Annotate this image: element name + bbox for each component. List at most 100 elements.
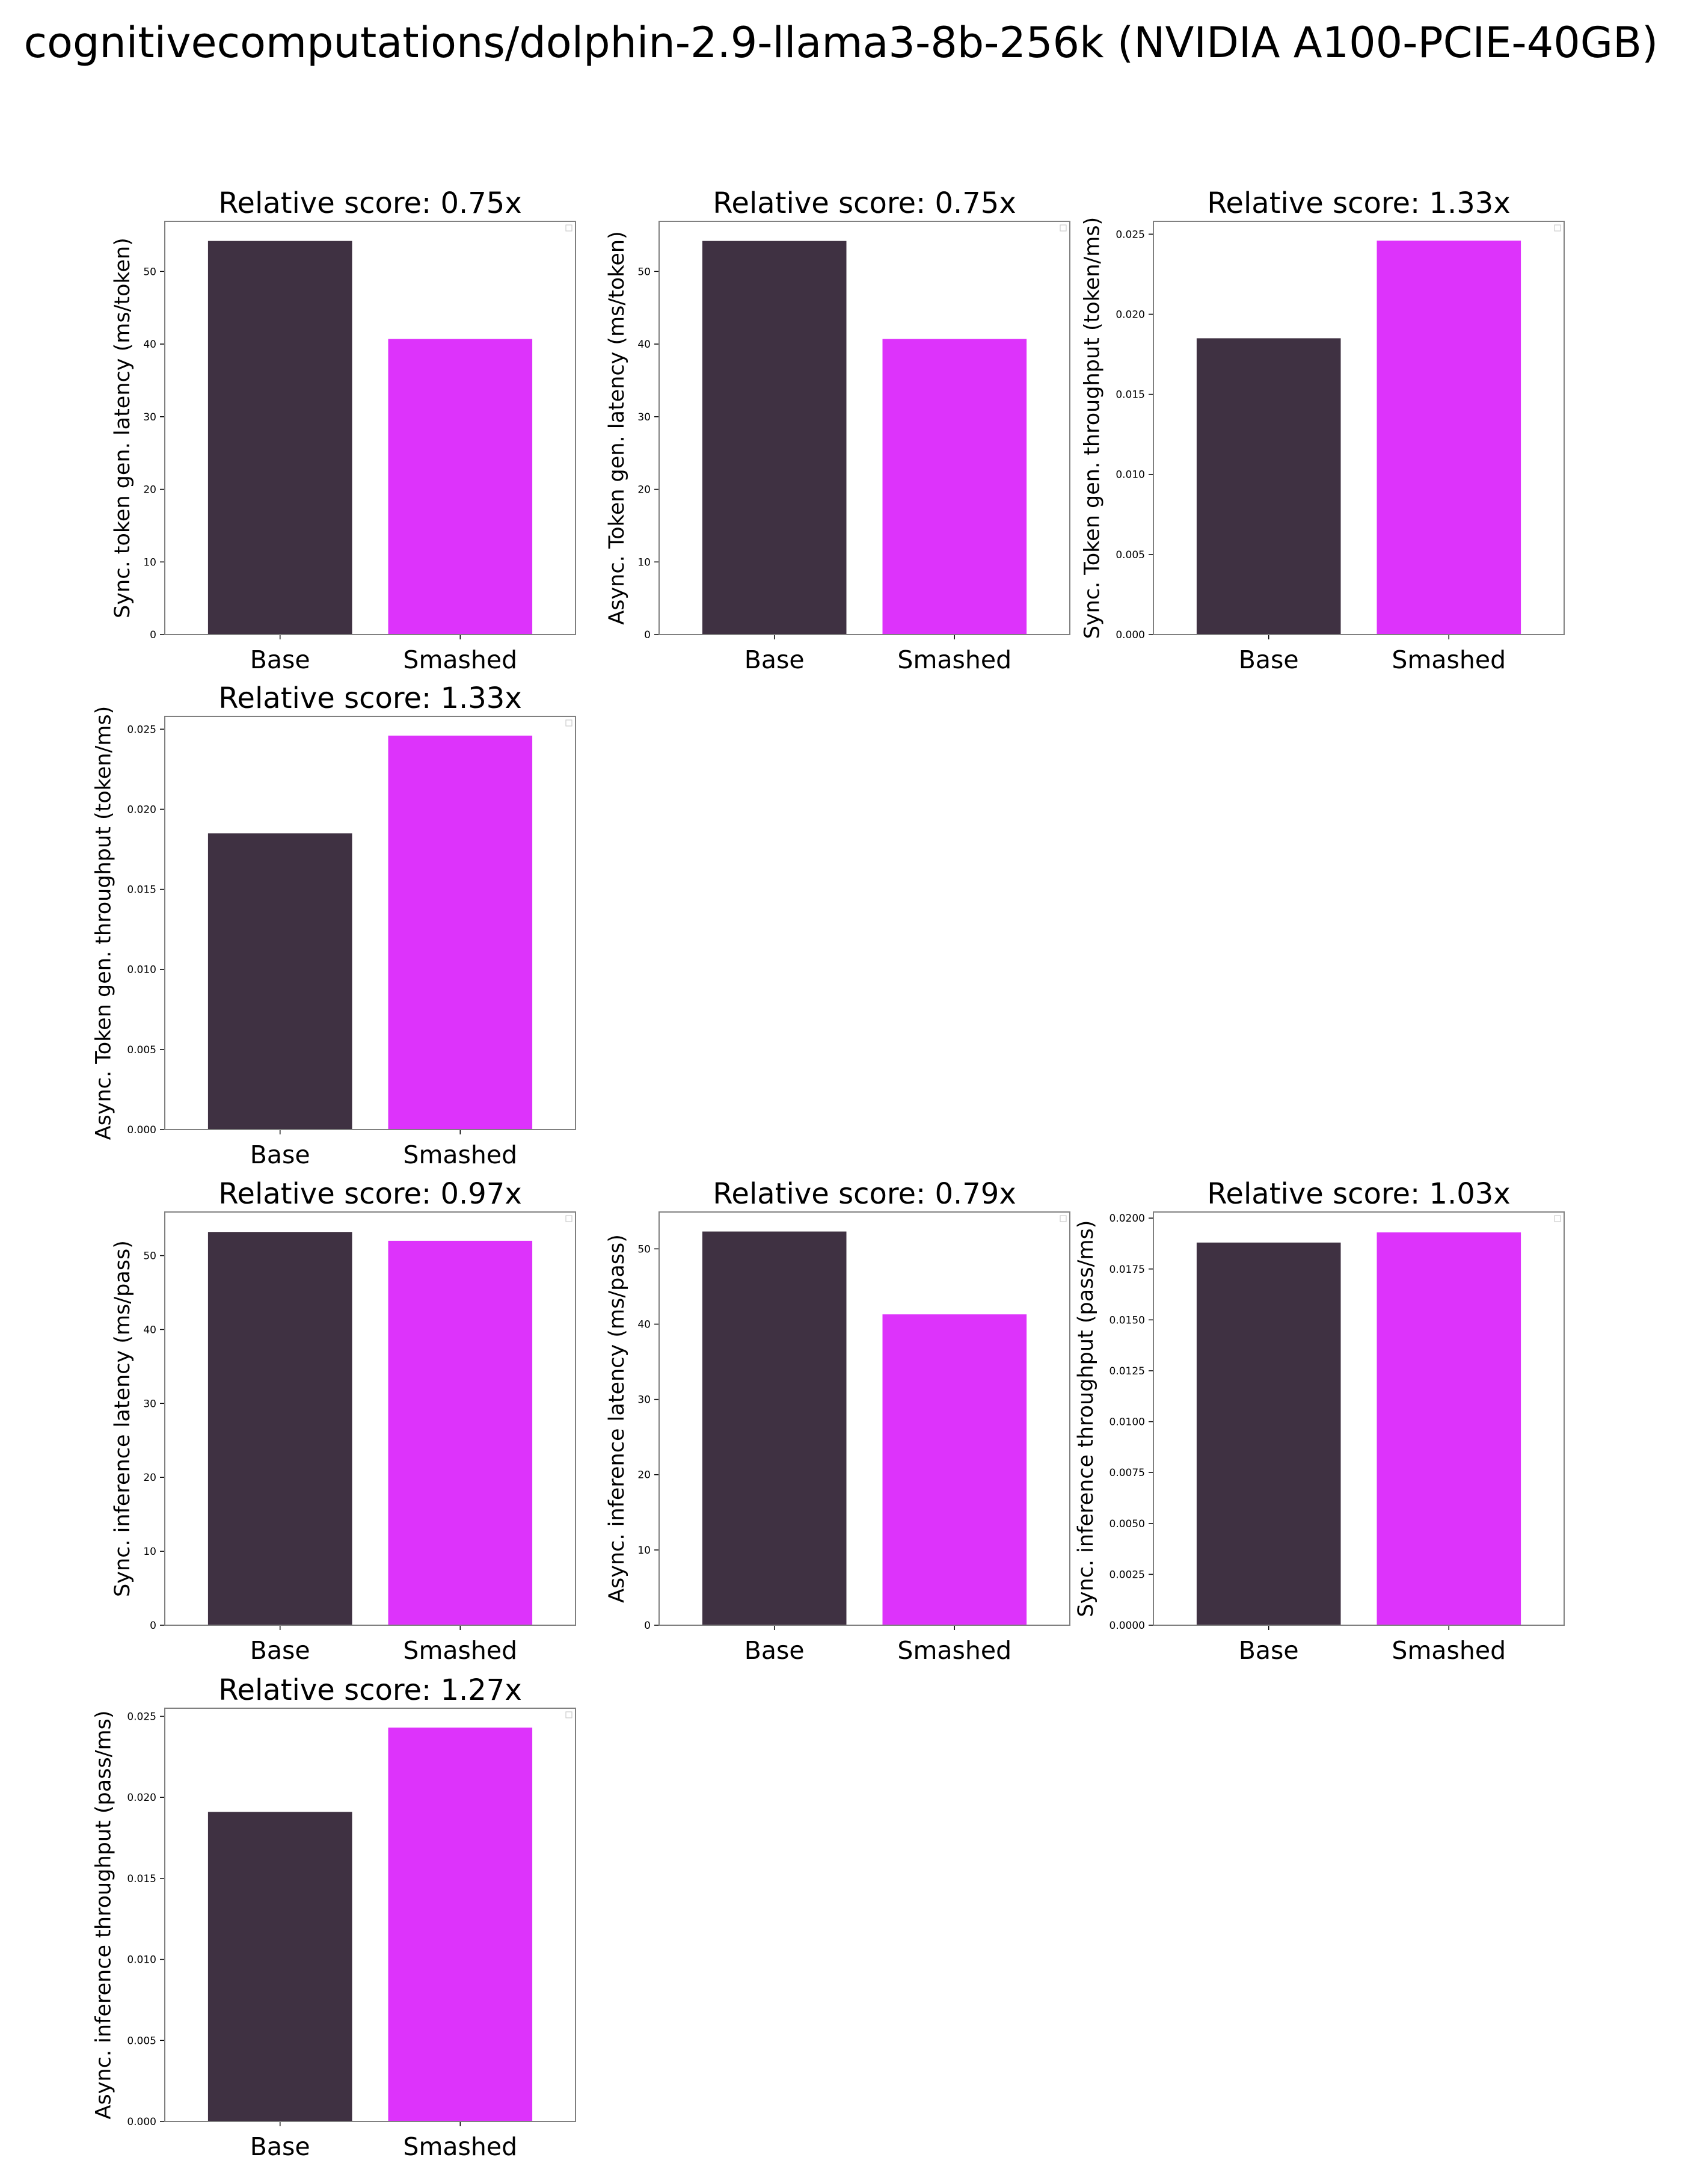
y-tick-label: 10 — [143, 556, 156, 568]
chart-title: Relative score: 0.75x — [713, 186, 1016, 220]
y-tick-label: 20 — [637, 484, 651, 496]
y-tick-label: 0.025 — [1116, 229, 1145, 241]
y-tick-label: 0 — [150, 629, 156, 641]
y-tick-label: 20 — [637, 1469, 651, 1481]
y-tick-label: 0 — [644, 1620, 651, 1632]
legend-box — [565, 1215, 572, 1222]
y-tick-label: 0.025 — [127, 724, 156, 736]
plot-frame — [1153, 1211, 1565, 1626]
y-tick-label: 0.010 — [127, 1954, 156, 1966]
x-tick-label: Base — [250, 1636, 310, 1665]
x-tick-label: Base — [744, 1636, 805, 1665]
x-tick-label: Smashed — [403, 1140, 517, 1169]
y-axis-label: Async. inference throughput (pass/ms) — [92, 1711, 116, 2120]
y-tick-label: 0.000 — [127, 1124, 156, 1136]
bar-base — [207, 833, 352, 1130]
x-tick-label: Base — [1239, 645, 1299, 674]
plot-frame — [1153, 221, 1565, 635]
chart-title: Relative score: 0.79x — [713, 1177, 1016, 1211]
y-tick-label: 40 — [143, 1324, 156, 1336]
legend-box — [565, 719, 572, 727]
y-axis-label: Sync. token gen. latency (ms/token) — [111, 238, 135, 618]
x-tick-label: Smashed — [403, 2132, 517, 2161]
x-tick-label: Smashed — [897, 645, 1011, 674]
chart-panel: Base Smashed 0 10 20 30 40 50 Relative score: 0.… — [605, 1177, 1070, 1665]
y-tick-label: 0.000 — [1116, 629, 1145, 641]
legend-box — [565, 1711, 572, 1718]
x-tick-label: Smashed — [1392, 645, 1506, 674]
x-tick-label: Smashed — [403, 1636, 517, 1665]
y-tick-label: 20 — [143, 484, 156, 496]
y-tick-label: 30 — [637, 1394, 651, 1406]
y-tick-label: 0 — [644, 629, 651, 641]
y-tick-label: 0.025 — [127, 1711, 156, 1723]
chart-title: Relative score: 0.97x — [218, 1177, 522, 1211]
y-tick-label: 0.0150 — [1110, 1314, 1145, 1326]
y-tick-label: 0.015 — [127, 1873, 156, 1885]
y-tick-label: 20 — [143, 1472, 156, 1484]
chart-title: Relative score: 1.33x — [218, 681, 522, 715]
y-axis-label: Async. Token gen. latency (ms/token) — [605, 231, 629, 624]
bar-smashed — [388, 1240, 533, 1625]
bar-base — [702, 1231, 847, 1625]
chart-panel: Base Smashed 0.0000 0.0025 0.0050 0.0075 0.010… — [1074, 1177, 1565, 1665]
x-tick-label: Base — [250, 1140, 310, 1169]
bar-smashed — [388, 736, 533, 1130]
y-axis-label: Sync. inference throughput (pass/ms) — [1074, 1220, 1098, 1617]
bar-base — [207, 1812, 352, 2121]
x-tick-label: Base — [250, 2132, 310, 2161]
plot-frame — [164, 221, 576, 635]
y-tick-label: 0.005 — [1116, 549, 1145, 561]
y-tick-label: 40 — [637, 1318, 651, 1330]
y-tick-label: 0.0050 — [1110, 1518, 1145, 1530]
bar-base — [207, 1232, 352, 1625]
chart-panel: Base Smashed 0.000 0.005 0.010 0.015 0.020 0.02… — [92, 1673, 576, 2161]
y-tick-label: 40 — [143, 339, 156, 351]
y-tick-label: 0.0200 — [1110, 1213, 1145, 1225]
bar-smashed — [1377, 1232, 1521, 1625]
x-tick-label: Base — [744, 645, 805, 674]
chart-title: Relative score: 0.75x — [218, 186, 522, 220]
y-tick-label: 0.010 — [127, 964, 156, 976]
bar-smashed — [882, 339, 1027, 635]
y-tick-label: 10 — [637, 1545, 651, 1557]
y-tick-label: 10 — [143, 1546, 156, 1558]
bar-smashed — [882, 1314, 1027, 1625]
y-tick-label: 10 — [637, 556, 651, 568]
bar-base — [702, 241, 847, 635]
y-tick-label: 0.0175 — [1110, 1264, 1145, 1276]
plot-frame — [164, 1708, 576, 2122]
y-axis-label: Async. Token gen. throughput (token/ms) — [92, 706, 116, 1140]
y-tick-label: 0.015 — [127, 884, 156, 896]
y-tick-label: 0.020 — [127, 1792, 156, 1804]
y-tick-label: 0.005 — [127, 1044, 156, 1056]
legend-box — [1060, 1215, 1067, 1222]
y-tick-label: 40 — [637, 339, 651, 351]
chart-title: Relative score: 1.33x — [1207, 186, 1511, 220]
bar-base — [1196, 1242, 1341, 1625]
y-tick-label: 30 — [143, 411, 156, 423]
legend-box — [1060, 224, 1067, 232]
chart-panel: Base Smashed 0.000 0.005 0.010 0.015 0.020 0.02… — [92, 681, 576, 1169]
y-tick-label: 0.015 — [1116, 389, 1145, 401]
y-tick-label: 30 — [637, 411, 651, 423]
legend-box — [1554, 1215, 1561, 1222]
y-tick-label: 0.005 — [127, 2035, 156, 2047]
chart-panel: Base Smashed 0 10 20 30 40 50 Relative score: 0.… — [605, 186, 1070, 674]
y-tick-label: 50 — [637, 266, 651, 278]
y-tick-label: 50 — [143, 1250, 156, 1263]
chart-panel: Base Smashed 0 10 20 30 40 50 Relative score: 0.… — [111, 1177, 576, 1665]
y-tick-label: 0.020 — [127, 804, 156, 816]
y-tick-label: 0.000 — [127, 2116, 156, 2128]
plot-frame — [658, 221, 1070, 635]
bar-smashed — [388, 339, 533, 635]
x-tick-label: Base — [250, 645, 310, 674]
y-tick-label: 0.0125 — [1110, 1365, 1145, 1377]
x-tick-label: Smashed — [1392, 1636, 1506, 1665]
legend-box — [565, 224, 572, 232]
y-axis-label: Sync. inference latency (ms/pass) — [111, 1240, 135, 1597]
plot-frame — [164, 1211, 576, 1626]
y-tick-label: 0 — [150, 1620, 156, 1632]
y-tick-label: 50 — [637, 1243, 651, 1255]
